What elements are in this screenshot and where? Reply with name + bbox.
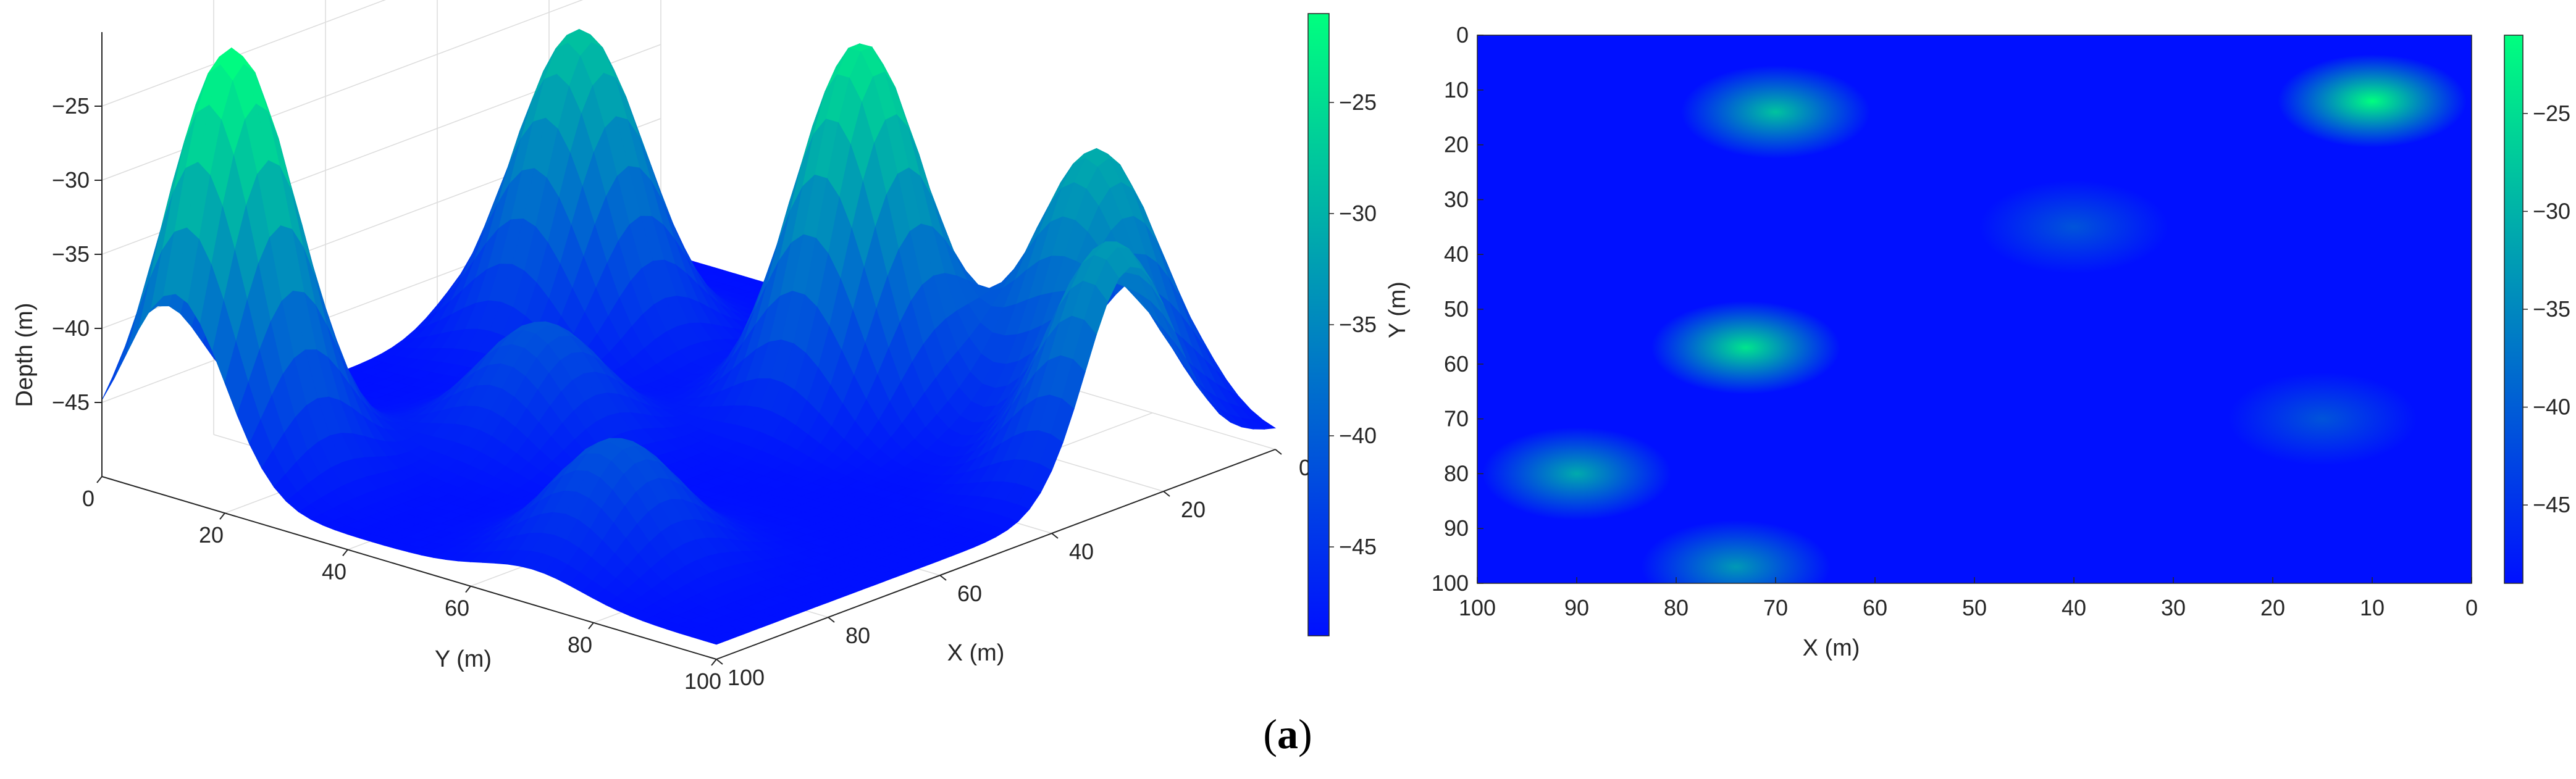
heatmap-blobs [1482,54,2467,583]
surface-plot: −25−30−35−40−45020406080100020406080100 … [12,0,1311,694]
colorbar-tick-label: −35 [1339,312,1377,337]
surface-y-tick-label: 40 [322,559,346,584]
caption-close-paren: ) [1298,710,1312,757]
heatmap-plot: 100 90 80 70 60 50 40 30 20 10 0010203040506070809… [1385,22,2478,661]
heatmap-x-tick-label: 10 [2360,595,2385,620]
surface-y-tick-label: 20 [199,522,224,548]
heatmap-y-axis-label: Y (m) [1385,281,1411,338]
heatmap-axes: 100 90 80 70 60 50 40 30 20 10 0010203040506070809… [1432,22,2478,620]
heatmap-x-tick-label: 100 [1459,595,1496,620]
colorbar-tick-label: −45 [2533,492,2570,517]
heatmap-x-tick-label: 80 [1664,595,1689,620]
heatmap-y-tick-label: 100 [1432,570,1469,596]
surface-x-tick [1051,533,1059,539]
heatmap-blob [1681,65,1870,159]
surface-y-tick-label: 80 [568,632,592,657]
surface-y-tick-label: 100 [684,669,721,694]
colorbar-tick-label: −25 [1339,90,1377,115]
surface-z-tick-label: −30 [52,167,90,193]
heatmap-y-tick-label: 90 [1444,515,1469,541]
colorbar-tick-label: −25 [2533,101,2570,126]
heatmap-blob [1651,301,1840,394]
surface-colorbar-ticks: −25 −30 −35 −40 −45 [1329,90,1377,559]
surface-y-tick [219,512,225,520]
surface-colorbar-gradient [1307,13,1330,636]
surface-z-tick-label: −35 [52,241,90,267]
colorbar-tick-label: −45 [1339,534,1377,559]
heatmap-colorbar: −25 −30 −35 −40 −45 [2504,35,2570,584]
surface-y-tick-label: 60 [445,596,469,621]
heatmap-y-tick-label: 20 [1444,132,1469,157]
heatmap-x-tick-label: 30 [2161,595,2186,620]
surface-x-tick-label: 80 [845,623,870,648]
heatmap-x-tick-label: 50 [1962,595,1987,620]
heatmap-y-tick-label: 40 [1444,241,1469,267]
surface-z-tick-label: −40 [52,315,90,341]
heatmap-colorbar-ticks: −25 −30 −35 −40 −45 [2523,101,2570,517]
heatmap-colorbar-gradient [2504,35,2524,584]
surface-x-tick [828,617,835,623]
heatmap-y-tick-label: 60 [1444,351,1469,377]
heatmap-x-tick-label: 0 [2465,595,2478,620]
surface-x-tick [716,659,723,665]
surface-x-tick [1163,491,1170,497]
heatmap-blob [1979,180,2168,274]
surface-y-tick [96,476,103,483]
surface-y-tick [342,549,348,557]
colorbar-tick-label: −35 [2533,296,2570,322]
colorbar-tick-label: −30 [1339,201,1377,226]
heatmap-y-tick-label: 70 [1444,406,1469,431]
surface-y-tick-label: 0 [82,486,94,511]
surface-x-tick-label: 100 [728,665,765,690]
surface-patch [703,636,729,645]
surface-y-axis [101,476,717,660]
heatmap-blob [2228,372,2417,466]
surface-z-tick-label: −45 [52,390,90,415]
surface-patch [101,346,126,401]
heatmap-x-axis-label: X (m) [1803,635,1860,661]
heatmap-x-tick-label: 20 [2260,595,2285,620]
heatmap-x-tick-label: 70 [1763,595,1788,620]
surface-z-axis-label: Depth (m) [12,303,38,407]
surface-x-tick-label: 60 [957,581,982,606]
heatmap-y-tick-label: 80 [1444,460,1469,486]
heatmap-x-tick-label: 90 [1564,595,1589,620]
caption-open-paren: ( [1263,710,1277,757]
surface-x-tick-label: 20 [1181,497,1206,522]
surface-x-tick [939,575,947,581]
surface-grid-line [101,0,386,107]
heatmap-x-tick-label: 40 [2062,595,2086,620]
heatmap-blob [2278,54,2467,148]
surface-x-tick [1275,449,1282,455]
surface-y-axis-label: Y (m) [435,646,492,672]
heatmap-x-tick-label: 60 [1863,595,1887,620]
surface-colorbar: −25 −30 −35 −40 −45 [1307,13,1377,636]
surface-x-axis [716,449,1276,660]
colorbar-tick-label: −40 [1339,423,1377,448]
surface-y-tick [711,659,717,666]
surface-x-axis-label: X (m) [947,640,1005,666]
heatmap-y-tick-label: 50 [1444,296,1469,322]
surface-y-tick [588,622,594,630]
figure-caption: (a) [1263,710,1312,757]
surface-mesh [101,28,1277,645]
heatmap-blob [1482,427,1671,520]
heatmap-y-tick-label: 10 [1444,77,1469,102]
heatmap-blob [1641,520,1831,583]
surface-y-tick [465,585,471,593]
surface-x-tick-label: 40 [1069,539,1094,564]
heatmap-y-tick-label: 0 [1456,22,1469,48]
caption-letter: a [1277,710,1298,757]
colorbar-tick-label: −40 [2533,394,2570,420]
surface-z-tick-label: −25 [52,93,90,119]
heatmap-y-tick-label: 30 [1444,186,1469,212]
colorbar-tick-label: −30 [2533,198,2570,223]
